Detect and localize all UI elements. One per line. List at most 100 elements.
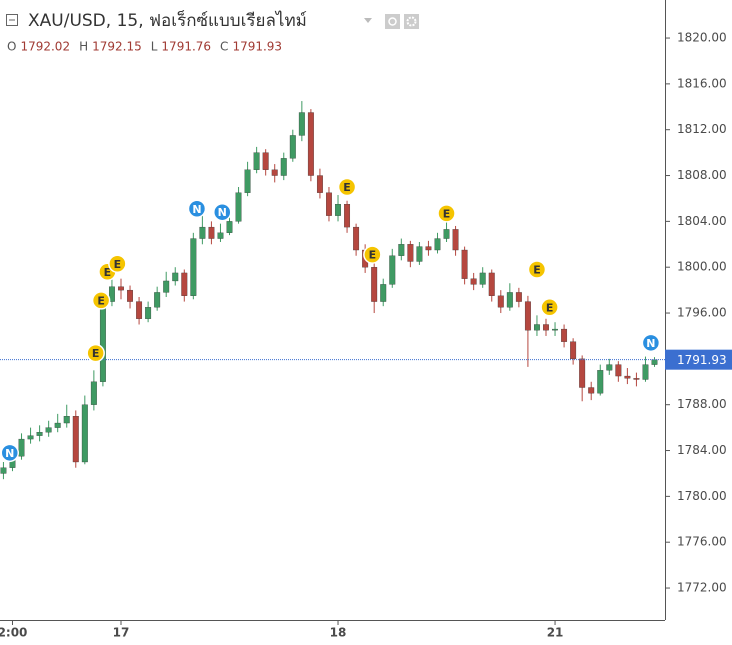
y-tick-label: 1784.00	[677, 443, 727, 457]
candle-body	[579, 358, 586, 388]
event-label: E	[546, 301, 554, 314]
candle-body	[642, 364, 649, 380]
candle-body	[461, 249, 468, 279]
event-marker[interactable]	[108, 254, 127, 274]
candle-body	[534, 324, 540, 331]
x-tick-label: 18	[330, 626, 347, 640]
event-label: E	[104, 266, 112, 279]
candle-body	[443, 229, 450, 239]
candle-body	[90, 381, 97, 405]
candle-body	[434, 238, 441, 251]
candle-body	[72, 416, 79, 463]
candle-body	[172, 272, 179, 282]
event-label: N	[218, 206, 227, 219]
candle-body	[407, 244, 414, 262]
event-marker[interactable]	[337, 177, 357, 197]
candle-body	[597, 370, 604, 394]
candle-body	[45, 427, 52, 433]
event-marker[interactable]	[540, 298, 559, 317]
y-tick-label: 1820.00	[677, 31, 727, 45]
y-tick-label: 1788.00	[677, 397, 727, 411]
price-label-box	[665, 349, 732, 370]
candle-body	[371, 267, 378, 302]
event-marker[interactable]	[437, 204, 456, 223]
candle-body	[244, 169, 251, 193]
candle-body	[99, 301, 106, 382]
event-label: E	[533, 263, 541, 276]
candle-body	[136, 301, 143, 319]
candle-body	[226, 221, 233, 233]
collapse-button[interactable]	[6, 14, 18, 26]
y-tick-label: 1772.00	[677, 581, 727, 595]
candle-body	[108, 286, 115, 302]
ohlc-value: 1792.02	[20, 40, 70, 54]
candle-body	[289, 135, 296, 159]
y-tick-label: 1816.00	[677, 76, 727, 90]
price-label: 1791.93	[677, 353, 727, 367]
candle-body	[651, 359, 658, 365]
candle-body	[63, 416, 70, 424]
event-marker[interactable]	[527, 260, 547, 279]
candle-body	[118, 286, 124, 291]
y-tick-label: 1804.00	[677, 214, 727, 228]
event-marker[interactable]	[213, 202, 232, 222]
candle-body	[271, 169, 278, 176]
candle-body	[199, 226, 206, 239]
event-label: E	[92, 347, 100, 360]
candle-body	[380, 284, 387, 302]
candle-body	[488, 272, 495, 296]
y-tick-label: 1800.00	[677, 260, 727, 274]
symbol-title: XAU/USD, 15, ฟอเร็กซ์แบบเรียลไทม์	[28, 9, 307, 31]
candle-body	[18, 438, 25, 457]
event-marker[interactable]	[0, 443, 20, 463]
candle-body	[588, 387, 595, 394]
settings-button[interactable]	[404, 14, 419, 29]
candle-body	[81, 404, 88, 463]
event-label: E	[443, 207, 451, 220]
candle-body	[253, 152, 260, 170]
x-tick-label: 2:00	[0, 626, 27, 640]
candle-body	[416, 246, 423, 262]
candle-body	[335, 204, 341, 216]
candle-body	[154, 292, 161, 308]
candle-body	[280, 158, 287, 176]
candle-body	[235, 192, 242, 222]
candle-body	[515, 292, 522, 302]
ohlc-value: 1792.15	[92, 40, 142, 54]
candle-body	[452, 229, 459, 251]
event-marker[interactable]	[91, 291, 111, 310]
candle-body	[262, 152, 269, 170]
candle-body	[389, 255, 396, 285]
candle-body	[570, 341, 577, 360]
candle-body	[353, 226, 360, 251]
y-tick-label: 1812.00	[677, 122, 727, 136]
ohlc-value: 1791.76	[161, 40, 211, 54]
candle-body	[398, 244, 405, 256]
dropdown-arrow[interactable]	[364, 18, 372, 23]
header: XAU/USD, 15, ฟอเร็กซ์แบบเรียลไทม์	[6, 9, 419, 31]
event-marker[interactable]	[363, 245, 382, 264]
candle-body	[145, 307, 152, 319]
event-marker[interactable]	[86, 343, 105, 363]
candle-body	[506, 292, 513, 308]
event-marker[interactable]	[641, 333, 661, 353]
candle-body	[127, 289, 133, 302]
candle-body	[633, 378, 640, 380]
y-tick-label: 1796.00	[677, 306, 727, 320]
candle-body	[552, 328, 558, 331]
eye-button[interactable]	[385, 14, 400, 29]
candle-body	[425, 246, 432, 251]
candle-body	[190, 238, 197, 296]
candle-body	[326, 192, 332, 216]
y-tick-label: 1780.00	[677, 489, 727, 503]
candle-body	[316, 175, 323, 193]
candle-body	[163, 280, 170, 293]
ohlc-label: H	[79, 40, 88, 54]
event-label: E	[343, 181, 351, 194]
event-marker[interactable]	[187, 199, 207, 219]
ohlc-label: C	[220, 40, 228, 54]
candle-body	[561, 328, 568, 342]
ohlc-label: L	[151, 40, 158, 54]
candle-body	[606, 364, 613, 371]
